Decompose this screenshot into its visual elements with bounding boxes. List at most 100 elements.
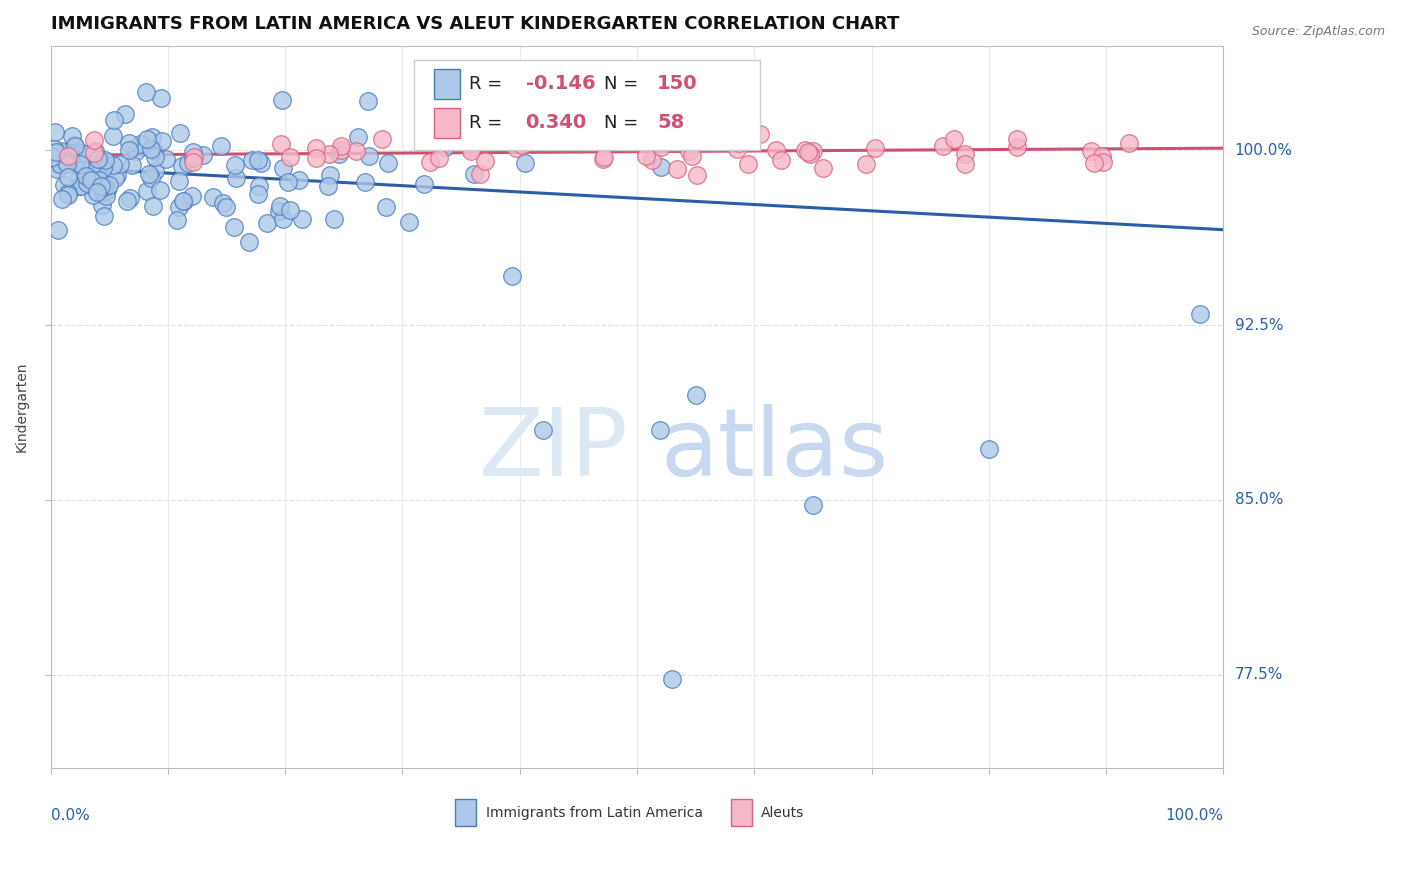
Point [224, 219, 246, 234]
Point [1118, 136, 1140, 150]
Title: IMMIGRANTS FROM LATIN AMERICA VS ALEUT KINDERGARTEN CORRELATION CHART: IMMIGRANTS FROM LATIN AMERICA VS ALEUT K… [51, 15, 898, 33]
Point [63, 145, 86, 160]
Point [463, 167, 485, 181]
Text: 58: 58 [657, 113, 685, 132]
Point [665, 162, 688, 177]
Point [318, 147, 340, 161]
Point [501, 268, 523, 283]
Point [193, 148, 215, 162]
Point [291, 211, 314, 226]
Point [129, 137, 152, 152]
Point [267, 203, 290, 218]
Text: 100.0%: 100.0% [1166, 807, 1223, 822]
Point [80, 172, 103, 186]
Point [460, 141, 482, 155]
Point [87, 152, 110, 166]
Point [278, 150, 301, 164]
Point [46, 222, 69, 236]
Point [83, 133, 105, 147]
Point [48, 145, 70, 159]
Point [114, 107, 136, 121]
Point [681, 149, 703, 163]
Point [167, 174, 190, 188]
Point [346, 129, 368, 144]
Point [73, 174, 96, 188]
Point [86, 185, 108, 199]
Point [150, 134, 173, 148]
Text: N =: N = [605, 114, 644, 132]
Point [316, 179, 339, 194]
Point [143, 150, 166, 164]
Point [93, 180, 115, 194]
Point [271, 212, 294, 227]
Point [58, 188, 80, 202]
Point [531, 423, 554, 437]
Text: 85.0%: 85.0% [1234, 492, 1282, 508]
Point [238, 235, 260, 249]
Point [96, 183, 118, 197]
Point [212, 196, 235, 211]
Y-axis label: Kindergarten: Kindergarten [15, 361, 30, 452]
Point [63, 137, 86, 152]
Point [328, 147, 350, 161]
Point [173, 194, 195, 208]
Text: 150: 150 [657, 74, 697, 94]
Point [277, 175, 299, 189]
Point [215, 200, 238, 214]
Point [686, 168, 709, 182]
Point [183, 151, 205, 165]
Point [141, 130, 163, 145]
Point [139, 171, 162, 186]
Point [512, 137, 534, 152]
Point [513, 156, 536, 170]
Point [765, 143, 787, 157]
Point [90, 198, 112, 212]
Point [44, 124, 66, 138]
Point [56, 149, 79, 163]
Point [468, 168, 491, 182]
Point [269, 199, 291, 213]
Point [201, 190, 224, 204]
Point [75, 169, 97, 183]
Point [70, 146, 93, 161]
Text: -0.146: -0.146 [526, 74, 595, 94]
Point [209, 139, 232, 153]
FancyBboxPatch shape [456, 799, 477, 826]
Point [60, 148, 83, 162]
Point [67, 159, 90, 173]
Point [103, 112, 125, 127]
Point [46, 161, 69, 176]
Point [725, 142, 748, 156]
Point [737, 156, 759, 170]
Point [728, 136, 751, 151]
Point [60, 129, 83, 144]
Point [181, 145, 204, 159]
Point [166, 212, 188, 227]
Point [770, 153, 793, 167]
Point [1005, 132, 1028, 146]
Text: 0.340: 0.340 [526, 113, 586, 132]
Point [280, 202, 302, 217]
Point [44, 142, 66, 156]
Point [172, 159, 194, 173]
Text: 77.5%: 77.5% [1234, 667, 1282, 682]
Point [1188, 307, 1211, 321]
Point [172, 194, 194, 208]
Text: ZIP: ZIP [478, 404, 628, 496]
Point [305, 141, 328, 155]
Point [115, 194, 138, 208]
Text: atlas: atlas [661, 404, 889, 496]
Point [93, 209, 115, 223]
Point [101, 158, 124, 172]
Point [94, 155, 117, 169]
Point [83, 146, 105, 161]
FancyBboxPatch shape [415, 60, 761, 151]
Point [953, 157, 976, 171]
Text: Source: ZipAtlas.com: Source: ZipAtlas.com [1251, 25, 1385, 38]
Point [167, 201, 190, 215]
Point [58, 170, 80, 185]
Point [799, 147, 821, 161]
Point [319, 168, 342, 182]
Point [977, 442, 1000, 456]
Point [66, 145, 89, 159]
